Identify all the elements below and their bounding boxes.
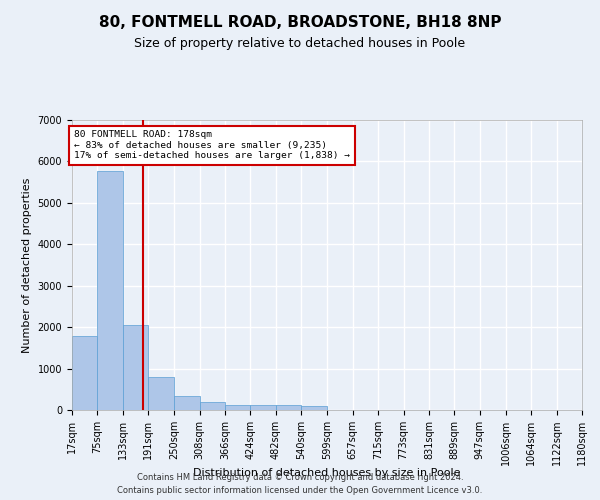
Bar — [72, 336, 97, 410]
Text: Size of property relative to detached houses in Poole: Size of property relative to detached ho… — [134, 38, 466, 51]
Bar — [200, 402, 225, 410]
Bar — [123, 324, 148, 410]
Y-axis label: Number of detached properties: Number of detached properties — [22, 178, 32, 352]
Bar — [225, 404, 250, 410]
X-axis label: Distribution of detached houses by size in Poole: Distribution of detached houses by size … — [193, 468, 461, 478]
Bar — [174, 396, 200, 410]
Text: 80, FONTMELL ROAD, BROADSTONE, BH18 8NP: 80, FONTMELL ROAD, BROADSTONE, BH18 8NP — [99, 15, 501, 30]
Bar — [276, 406, 301, 410]
Bar — [301, 406, 327, 410]
Text: 80 FONTMELL ROAD: 178sqm
← 83% of detached houses are smaller (9,235)
17% of sem: 80 FONTMELL ROAD: 178sqm ← 83% of detach… — [74, 130, 350, 160]
Text: Contains HM Land Registry data © Crown copyright and database right 2024.: Contains HM Land Registry data © Crown c… — [137, 472, 463, 482]
Bar — [148, 377, 174, 410]
Bar — [250, 406, 276, 410]
Bar — [97, 170, 123, 410]
Text: Contains public sector information licensed under the Open Government Licence v3: Contains public sector information licen… — [118, 486, 482, 495]
